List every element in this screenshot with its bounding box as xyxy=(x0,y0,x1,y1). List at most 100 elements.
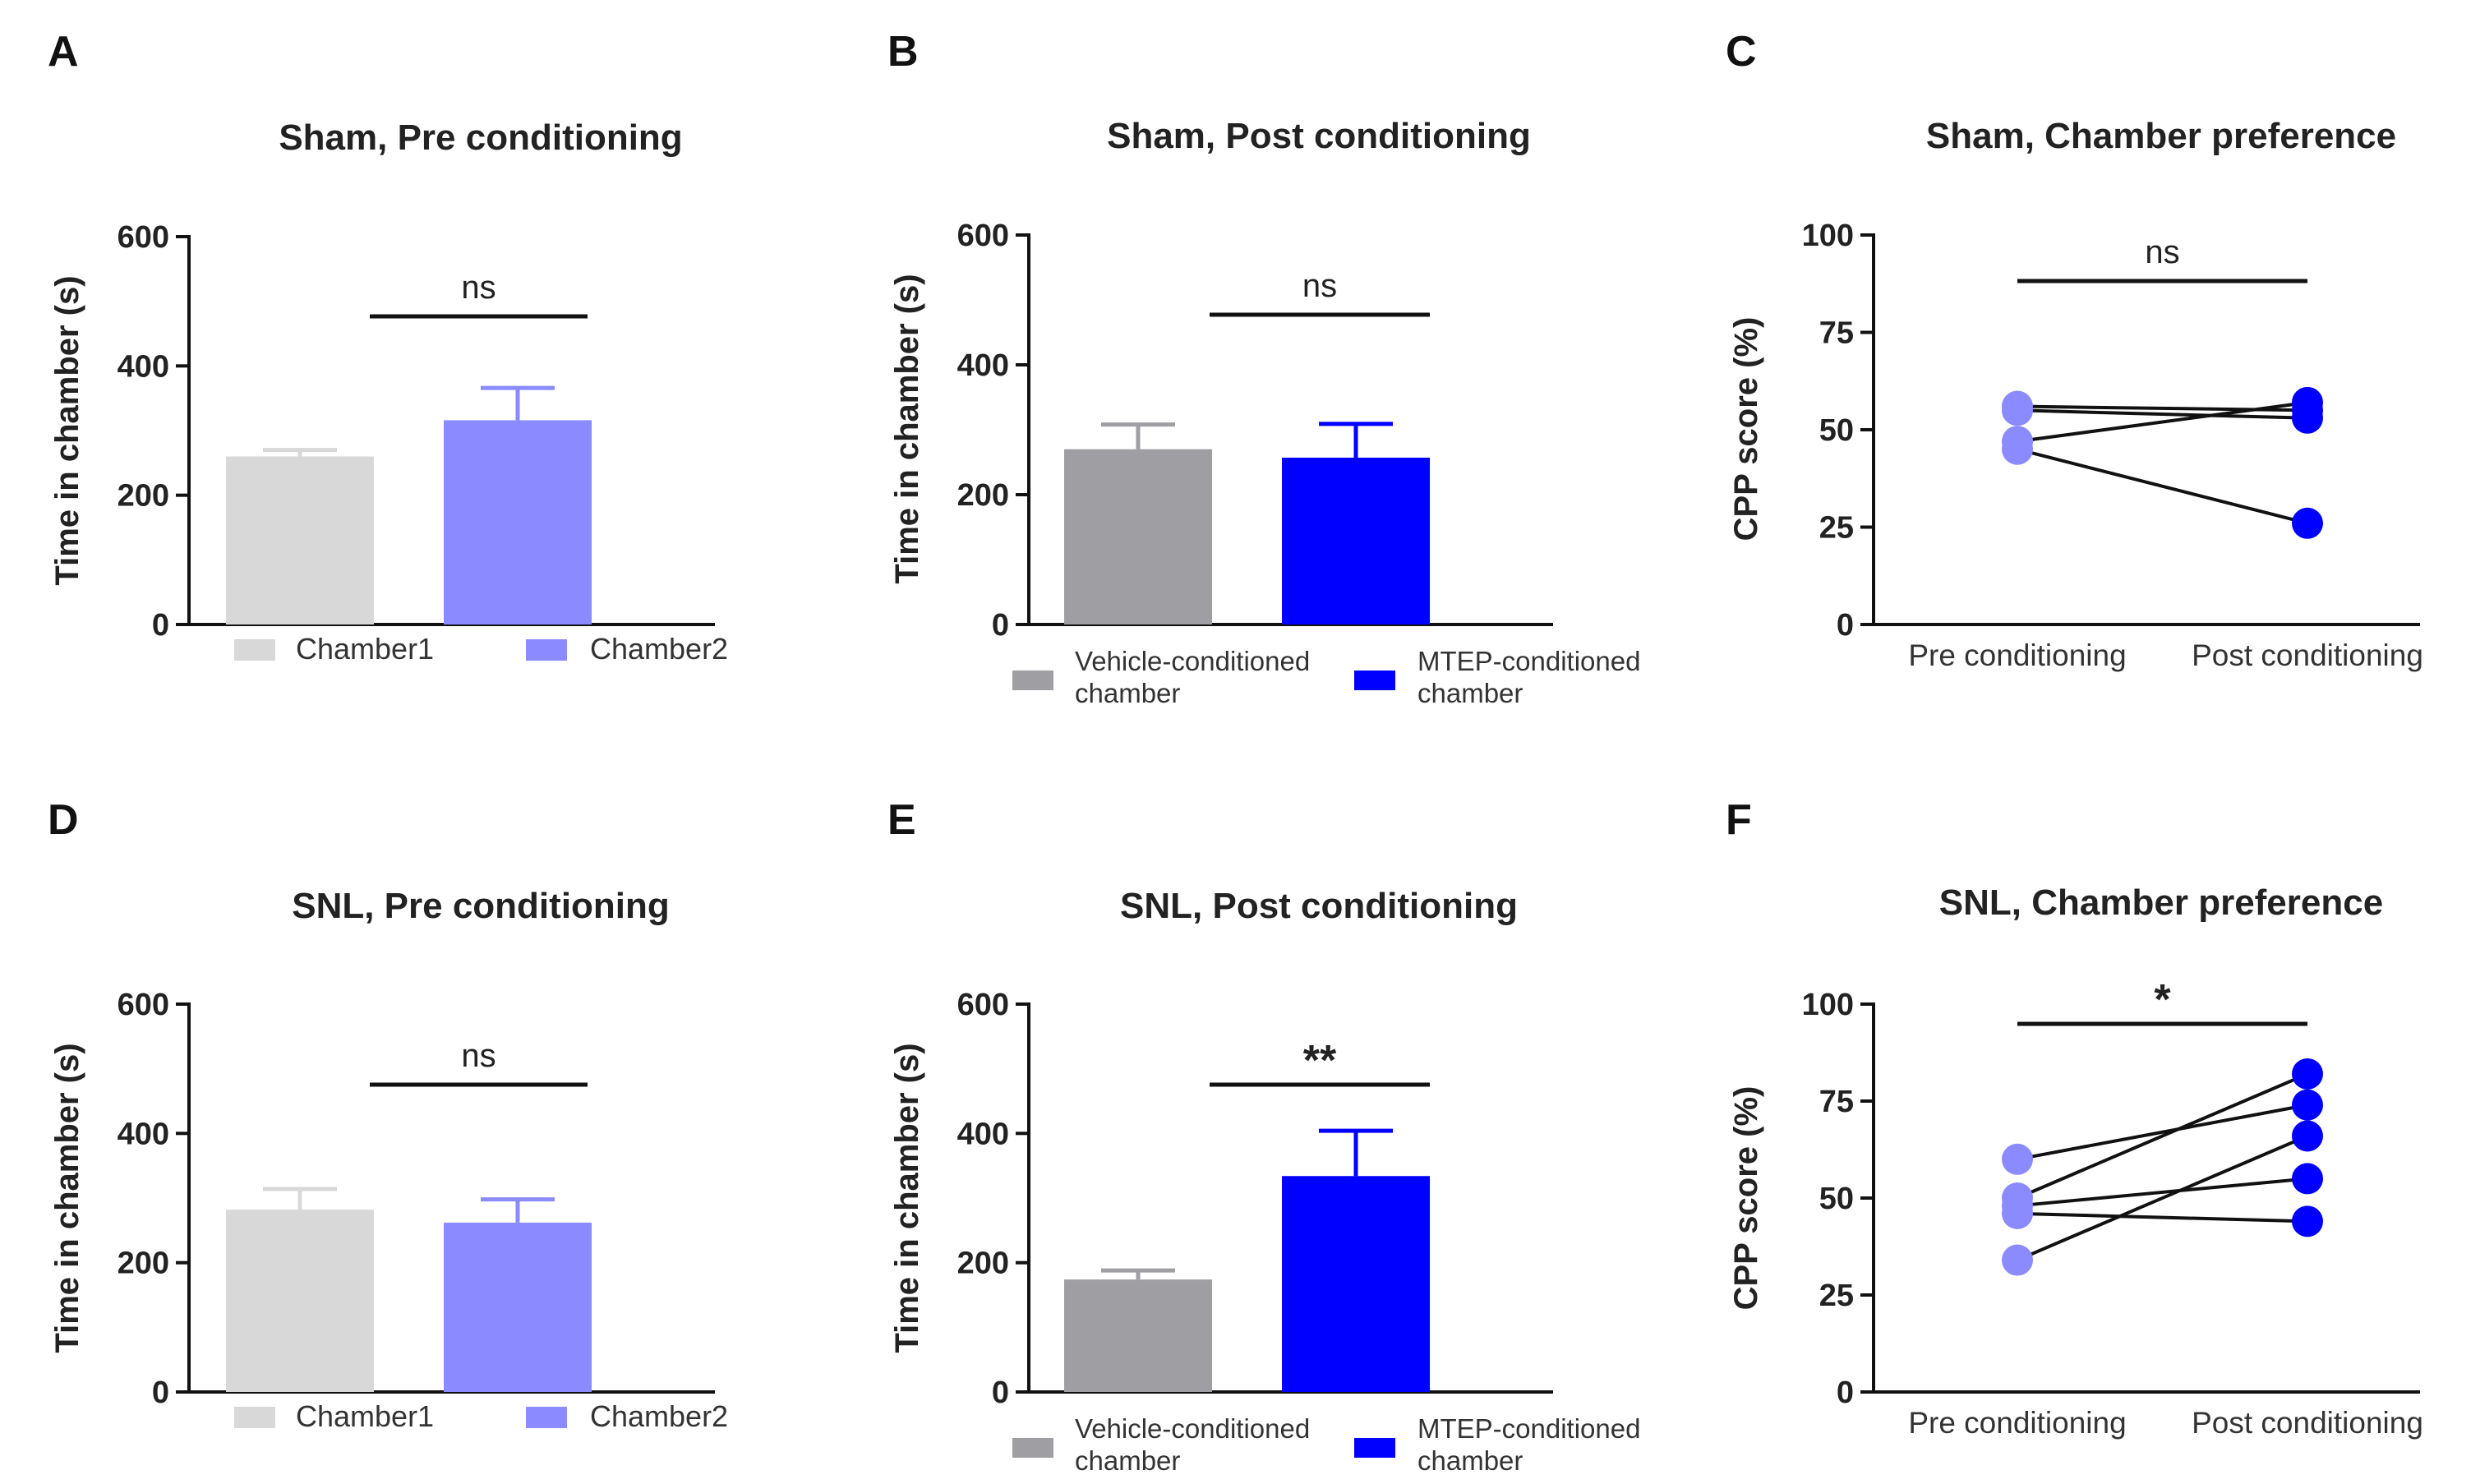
legend-label-chamber2: Chamber2 xyxy=(590,632,728,666)
legend-a: Chamber1 Chamber2 xyxy=(234,632,728,666)
post-conditioning-point xyxy=(2292,507,2323,539)
significance-label: ns xyxy=(461,1038,496,1074)
panel-letter-a: A xyxy=(48,28,79,76)
legend-swatch-chamber1 xyxy=(234,1407,275,1428)
bar-2 xyxy=(444,420,592,624)
y-tick-label: 0 xyxy=(992,608,1009,643)
subject-line xyxy=(2017,400,2308,444)
significance-label: ** xyxy=(1303,1037,1337,1085)
y-tick-label: 200 xyxy=(957,1247,1009,1281)
legend-e: Vehicle-conditioned chamber MTEP-conditi… xyxy=(1012,1413,1640,1476)
legend-label-mtep-line1: MTEP-conditioned xyxy=(1417,1413,1640,1444)
y-axis-label: CPP score (%) xyxy=(1728,1086,1764,1311)
y-tick-label: 400 xyxy=(957,348,1009,383)
legend-label-mtep-line1: MTEP-conditioned xyxy=(1417,646,1640,676)
pre-conditioning-point xyxy=(2002,1143,2033,1175)
y-tick-label: 25 xyxy=(1819,511,1854,546)
panel-title-b: Sham, Post conditioning xyxy=(1107,116,1531,156)
plot-area-d: Time in chamber (s) 0 200 400 600 ns xyxy=(49,988,715,1410)
y-tick-label: 0 xyxy=(152,1376,169,1410)
y-tick-label: 75 xyxy=(1819,1085,1854,1119)
legend-label-chamber2: Chamber2 xyxy=(590,1399,728,1433)
y-tick-label: 400 xyxy=(118,1117,169,1151)
significance-label: ns xyxy=(461,270,496,306)
x-category-label: Pre conditioning xyxy=(1908,638,2126,672)
x-category-label: Post conditioning xyxy=(2192,638,2423,672)
legend-label-vehicle-line2: chamber xyxy=(1075,678,1180,708)
legend-label-chamber1: Chamber1 xyxy=(296,632,434,666)
y-tick-label: 0 xyxy=(1837,608,1854,643)
y-tick-label: 0 xyxy=(152,608,169,643)
subject-line xyxy=(2017,1072,2308,1200)
post-conditioning-point xyxy=(2292,1163,2323,1195)
y-tick-label: 75 xyxy=(1819,316,1854,351)
legend-swatch-chamber1 xyxy=(234,639,275,661)
plot-area-a: Time in chamber (s) 0 200 400 600 ns xyxy=(49,220,715,643)
bar-1 xyxy=(226,1210,374,1392)
y-tick-label: 200 xyxy=(118,479,169,514)
legend-label-vehicle-line2: chamber xyxy=(1075,1445,1180,1476)
legend-swatch-mtep xyxy=(1354,1438,1395,1458)
y-axis-label: Time in chamber (s) xyxy=(49,1043,85,1353)
post-conditioning-point xyxy=(2292,1205,2323,1237)
panel-a: A Sham, Pre conditioning Time in chamber… xyxy=(48,28,728,666)
y-axis-label: CPP score (%) xyxy=(1728,317,1764,542)
plot-area-b: Time in chamber (s) 0 200 400 600 ns xyxy=(889,219,1553,643)
subject-line xyxy=(2017,1177,2308,1208)
bar-1 xyxy=(1064,449,1212,624)
y-tick-label: 50 xyxy=(1819,1182,1854,1216)
panel-title-c: Sham, Chamber preference xyxy=(1926,116,2396,156)
panel-letter-d: D xyxy=(48,796,79,844)
y-tick-label: 0 xyxy=(992,1376,1009,1410)
panel-title-a: Sham, Pre conditioning xyxy=(279,118,682,158)
y-tick-label: 50 xyxy=(1819,413,1854,448)
panel-e: E SNL, Post conditioning Time in chamber… xyxy=(887,796,1640,1476)
post-conditioning-point xyxy=(2292,1120,2323,1152)
y-axis-label: Time in chamber (s) xyxy=(889,274,925,583)
pre-conditioning-point xyxy=(2002,394,2033,426)
x-category-label: Pre conditioning xyxy=(1908,1406,2126,1440)
panel-c: C Sham, Chamber preference CPP score (%)… xyxy=(1726,28,2423,672)
legend-d: Chamber1 Chamber2 xyxy=(234,1399,728,1433)
y-tick-label: 200 xyxy=(957,478,1009,513)
bar-2 xyxy=(1282,1176,1430,1392)
post-conditioning-point xyxy=(2292,386,2323,418)
y-tick-label: 400 xyxy=(957,1117,1009,1151)
bar-2 xyxy=(1282,457,1430,624)
panel-letter-c: C xyxy=(1726,28,1757,76)
y-tick-label: 600 xyxy=(118,220,169,255)
subject-line xyxy=(2017,408,2308,420)
bar-1 xyxy=(226,456,374,624)
legend-swatch-chamber2 xyxy=(526,639,567,661)
y-tick-label: 600 xyxy=(957,219,1009,253)
panel-d: D SNL, Pre conditioning Time in chamber … xyxy=(48,796,728,1433)
pre-conditioning-point xyxy=(2002,433,2033,465)
y-tick-label: 0 xyxy=(1837,1376,1854,1410)
legend-swatch-vehicle xyxy=(1012,1438,1053,1458)
post-conditioning-point xyxy=(2292,1058,2323,1090)
bar-2 xyxy=(444,1222,592,1392)
pre-conditioning-point xyxy=(2002,1244,2033,1276)
post-conditioning-point xyxy=(2292,1089,2323,1121)
pre-conditioning-point xyxy=(2002,1197,2033,1229)
significance-label: ns xyxy=(2145,234,2179,270)
plot-area-c: CPP score (%) 0 25 50 75 100 Pre conditioning P… xyxy=(1728,219,2423,672)
subject-line xyxy=(2017,1134,2308,1262)
subject-line xyxy=(2017,1211,2308,1224)
bar-1 xyxy=(1064,1279,1212,1392)
panel-letter-e: E xyxy=(887,796,916,844)
legend-label-vehicle-line1: Vehicle-conditioned xyxy=(1075,1413,1310,1444)
panel-letter-f: F xyxy=(1726,796,1752,844)
legend-label-vehicle-line1: Vehicle-conditioned xyxy=(1075,646,1310,676)
y-tick-label: 25 xyxy=(1819,1279,1854,1313)
panel-f: F SNL, Chamber preference CPP score (%) 0… xyxy=(1726,796,2423,1440)
y-tick-label: 100 xyxy=(1802,219,1854,253)
x-category-label: Post conditioning xyxy=(2192,1406,2423,1440)
panel-title-f: SNL, Chamber preference xyxy=(1939,883,2383,923)
panel-letter-b: B xyxy=(887,28,919,76)
y-tick-label: 200 xyxy=(118,1247,169,1281)
y-axis-label: Time in chamber (s) xyxy=(49,275,85,585)
y-axis-label: Time in chamber (s) xyxy=(889,1043,925,1353)
